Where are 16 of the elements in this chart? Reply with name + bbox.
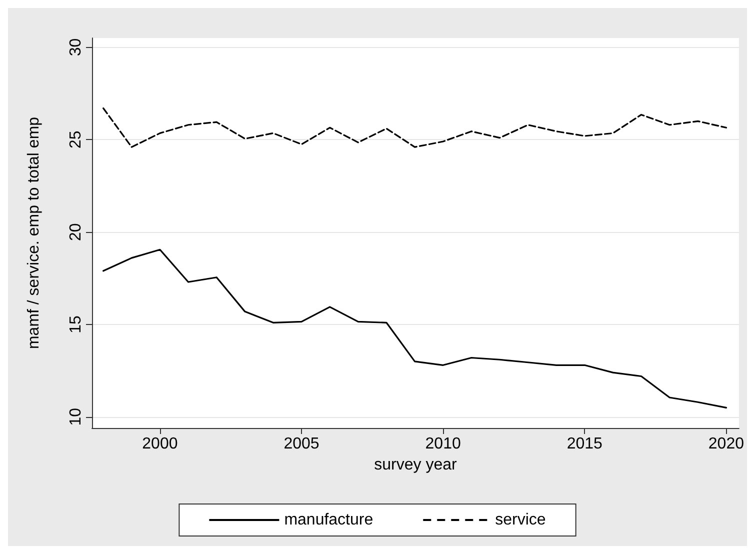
y-tick-label: 20: [68, 223, 84, 241]
y-tick-label: 25: [68, 130, 84, 149]
x-tick-label: 2010: [425, 436, 461, 452]
x-tick-label: 2005: [284, 436, 320, 452]
y-axis-title: mamf / service. emp to total emp: [26, 116, 42, 350]
y-tick-label: 30: [68, 38, 84, 56]
y-tick-label: 10: [68, 408, 84, 426]
x-tick-label: 2015: [566, 436, 603, 452]
y-tick-label: 15: [68, 315, 84, 334]
x-tick-label: 2000: [142, 436, 178, 452]
line-series: [102, 248, 728, 408]
legend-label: service: [495, 512, 546, 528]
legend-label: manufacture: [284, 512, 374, 528]
line-series: [102, 107, 728, 148]
x-tick-label: 2020: [708, 436, 744, 452]
x-axis-title: survey year: [374, 456, 458, 474]
